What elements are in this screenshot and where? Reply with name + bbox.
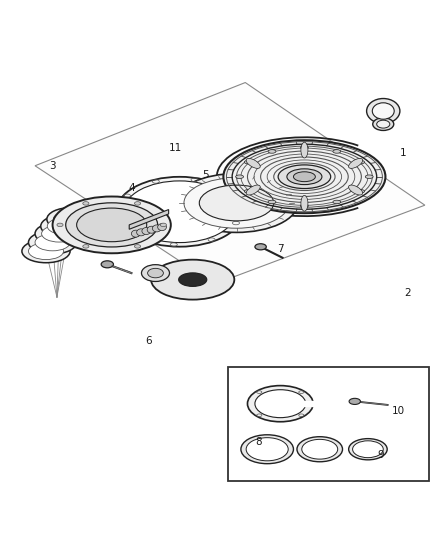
Ellipse shape: [53, 197, 171, 253]
Ellipse shape: [83, 245, 89, 248]
Ellipse shape: [357, 160, 364, 164]
Ellipse shape: [349, 439, 387, 460]
Ellipse shape: [278, 165, 331, 189]
Ellipse shape: [367, 99, 400, 124]
Ellipse shape: [223, 140, 385, 213]
Ellipse shape: [246, 185, 260, 195]
Ellipse shape: [293, 172, 315, 182]
Polygon shape: [129, 209, 169, 229]
Ellipse shape: [131, 230, 140, 237]
Ellipse shape: [302, 439, 338, 459]
Ellipse shape: [35, 234, 70, 251]
Ellipse shape: [377, 120, 390, 128]
Ellipse shape: [158, 223, 166, 231]
Ellipse shape: [66, 203, 158, 247]
Ellipse shape: [349, 398, 360, 405]
Ellipse shape: [42, 225, 77, 242]
Ellipse shape: [57, 223, 63, 227]
Text: 3: 3: [49, 161, 56, 171]
Ellipse shape: [268, 150, 276, 153]
Ellipse shape: [246, 438, 288, 461]
Ellipse shape: [22, 240, 70, 263]
Ellipse shape: [301, 142, 308, 158]
Polygon shape: [302, 401, 318, 406]
Ellipse shape: [35, 222, 83, 245]
Ellipse shape: [246, 158, 260, 168]
Ellipse shape: [47, 218, 82, 235]
Ellipse shape: [41, 215, 89, 238]
Ellipse shape: [268, 200, 276, 204]
Ellipse shape: [247, 385, 313, 422]
Text: 6: 6: [145, 336, 152, 346]
Ellipse shape: [372, 103, 394, 119]
FancyBboxPatch shape: [228, 367, 429, 481]
Ellipse shape: [28, 231, 77, 254]
Ellipse shape: [179, 273, 207, 286]
Text: 1: 1: [399, 148, 406, 158]
Ellipse shape: [83, 201, 89, 205]
Text: 8: 8: [255, 437, 262, 447]
Ellipse shape: [151, 260, 234, 300]
Ellipse shape: [175, 174, 298, 232]
Ellipse shape: [137, 229, 145, 236]
Ellipse shape: [47, 208, 95, 231]
Ellipse shape: [160, 223, 166, 227]
Ellipse shape: [333, 150, 341, 153]
Ellipse shape: [287, 169, 322, 184]
Text: 2: 2: [404, 288, 411, 298]
Ellipse shape: [255, 390, 306, 418]
Ellipse shape: [297, 437, 343, 462]
Ellipse shape: [353, 441, 383, 458]
Ellipse shape: [373, 118, 394, 131]
Ellipse shape: [244, 160, 252, 164]
Ellipse shape: [255, 244, 266, 250]
Ellipse shape: [28, 243, 64, 260]
Ellipse shape: [141, 265, 170, 281]
Ellipse shape: [241, 435, 293, 464]
Ellipse shape: [199, 185, 274, 221]
Ellipse shape: [349, 158, 363, 168]
Text: 5: 5: [202, 169, 209, 180]
Ellipse shape: [152, 225, 161, 232]
Ellipse shape: [300, 204, 308, 208]
Ellipse shape: [134, 245, 141, 248]
Text: 10: 10: [392, 406, 405, 416]
Ellipse shape: [236, 175, 244, 179]
Text: 7: 7: [277, 244, 284, 254]
Ellipse shape: [357, 190, 364, 193]
Ellipse shape: [53, 211, 88, 228]
Ellipse shape: [101, 261, 113, 268]
Ellipse shape: [124, 181, 236, 243]
Ellipse shape: [244, 190, 252, 193]
Ellipse shape: [184, 178, 289, 228]
Ellipse shape: [134, 201, 141, 205]
Ellipse shape: [148, 268, 163, 278]
Ellipse shape: [77, 208, 147, 241]
Ellipse shape: [301, 196, 308, 211]
Ellipse shape: [333, 200, 341, 204]
Ellipse shape: [116, 177, 243, 247]
Polygon shape: [35, 83, 425, 284]
Ellipse shape: [147, 226, 156, 233]
Ellipse shape: [300, 146, 308, 149]
Text: 9: 9: [378, 450, 385, 460]
Ellipse shape: [349, 185, 363, 195]
Ellipse shape: [142, 228, 151, 235]
Text: 4: 4: [128, 183, 135, 192]
Ellipse shape: [365, 175, 373, 179]
Text: 11: 11: [169, 143, 182, 154]
